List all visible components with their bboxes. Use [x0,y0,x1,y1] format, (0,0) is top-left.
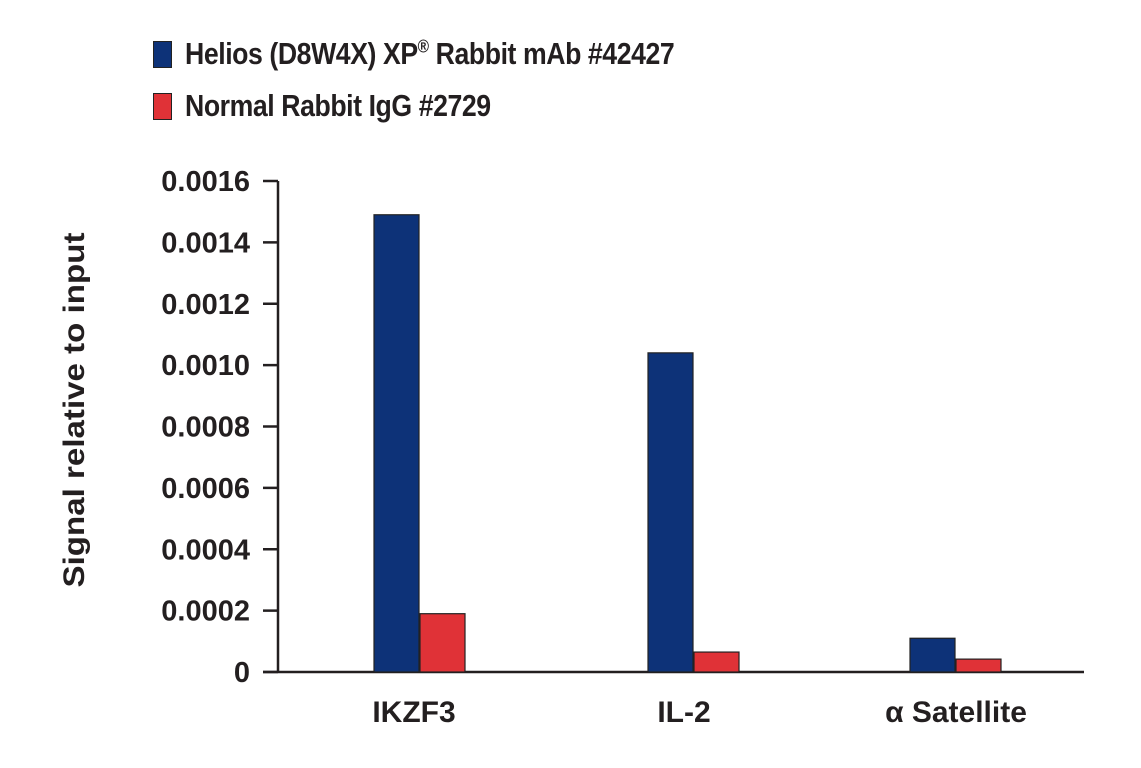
x-category-label: IL-2 [657,696,710,729]
bar-helios [373,214,420,673]
y-tick-label: 0.0014 [161,227,250,259]
y-tick-label: 0.0016 [161,166,250,198]
bars [373,214,1002,673]
bar-helios [647,352,694,673]
y-axis-title: Signal relative to input [58,233,91,588]
y-tick-label: 0 [234,657,250,689]
x-category-label: α Satellite [885,696,1027,729]
y-tick-label: 0.0012 [161,289,250,321]
y-tick-label: 0.0002 [161,596,250,628]
y-tick-label: 0.0008 [161,412,250,444]
legend-item-igg: Normal Rabbit IgG #2729 [153,88,540,123]
y-tick-label: 0.0006 [161,473,250,505]
legend-label-helios: Helios (D8W4X) XP® Rabbit mAb #42427 [185,36,675,71]
x-axis-labels: IKZF3 IL-2 α Satellite [372,696,1027,729]
bar-igg [955,658,1002,673]
y-tick-label: 0.0010 [161,350,250,382]
x-category-label: IKZF3 [372,696,455,729]
legend-label-igg: Normal Rabbit IgG #2729 [185,88,491,123]
legend-item-helios: Helios (D8W4X) XP® Rabbit mAb #42427 [153,36,754,71]
legend-swatch-blue [153,40,172,68]
bar-igg [419,613,466,673]
legend-swatch-red [153,92,172,120]
y-tick-label: 0.0004 [161,534,250,566]
bar-igg [693,651,740,673]
y-axis: 0 0.0002 0.0004 0.0006 0.0008 0.0010 0.0012 0.0… [161,166,1084,689]
bar-helios [909,637,956,673]
